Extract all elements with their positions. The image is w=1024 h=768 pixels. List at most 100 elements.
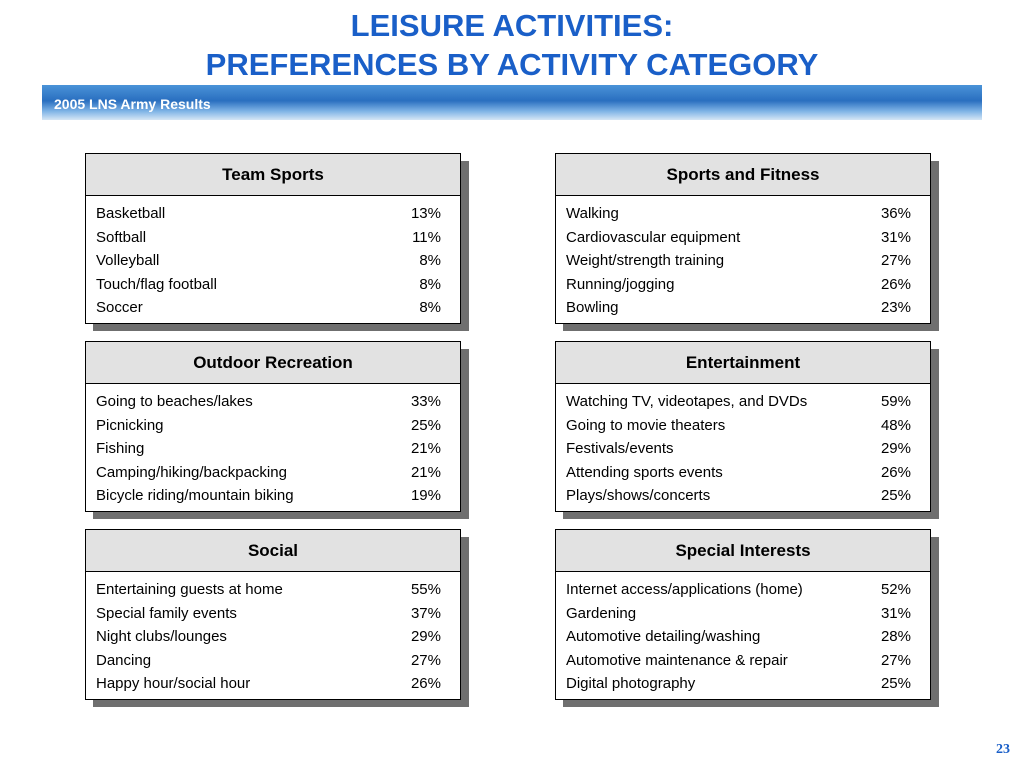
panel-header: Outdoor Recreation [86, 342, 460, 384]
item-label: Automotive maintenance & repair [566, 651, 788, 669]
panel-box: Social Entertaining guests at home 55% Sp… [85, 529, 461, 700]
list-item: Night clubs/lounges 29% [86, 626, 460, 650]
list-item: Basketball 13% [86, 203, 460, 227]
page-title: LEISURE ACTIVITIES: PREFERENCES BY ACTIV… [0, 6, 1024, 84]
item-value: 27% [880, 252, 911, 270]
panel-team-sports: Team Sports Basketball 13% Softball 11% Vo… [85, 153, 469, 331]
item-label: Festivals/events [566, 440, 674, 458]
list-item: Attending sports events 26% [556, 462, 930, 486]
panel-rows: Internet access/applications (home) 52% G… [556, 572, 930, 697]
panel-rows: Watching TV, videotapes, and DVDs 59% Goi… [556, 384, 930, 509]
panel-header: Social [86, 530, 460, 572]
item-value: 26% [880, 463, 911, 481]
item-value: 13% [410, 205, 441, 222]
list-item: Going to beaches/lakes 33% [86, 391, 460, 415]
item-label: Basketball [96, 205, 166, 222]
item-value: 48% [880, 416, 911, 434]
item-value: 19% [410, 487, 441, 505]
item-label: Bowling [566, 299, 619, 317]
list-item: Touch/flag football 8% [86, 274, 460, 298]
item-label: Touch/flag football [96, 275, 217, 293]
list-item: Special family events 37% [86, 603, 460, 627]
panel-header: Special Interests [556, 530, 930, 572]
item-label: Special family events [96, 604, 237, 622]
item-value: 11% [412, 228, 441, 246]
item-label: Softball [96, 228, 147, 246]
list-item: Running/jogging 26% [556, 274, 930, 298]
item-value: 31% [880, 228, 911, 246]
list-item: Watching TV, videotapes, and DVDs 59% [556, 391, 930, 415]
item-label: Soccer [96, 299, 143, 317]
item-label: Automotive detailing/washing [566, 628, 761, 646]
list-item: Internet access/applications (home) 52% [556, 579, 930, 603]
item-value: 8% [419, 252, 441, 270]
panel-social: Social Entertaining guests at home 55% Sp… [85, 529, 469, 707]
item-value: 28% [880, 628, 911, 646]
item-value: 26% [410, 675, 441, 693]
panel-special-interests: Special Interests Internet access/applic… [555, 529, 939, 707]
item-value: 33% [410, 393, 441, 410]
item-label: Volleyball [96, 252, 160, 270]
item-label: Internet access/applications (home) [566, 581, 803, 598]
list-item: Dancing 27% [86, 650, 460, 674]
panel-rows: Going to beaches/lakes 33% Picnicking 25% … [86, 384, 460, 509]
results-banner: 2005 LNS Army Results [42, 85, 982, 120]
list-item: Walking 36% [556, 203, 930, 227]
panel-rows: Entertaining guests at home 55% Special f… [86, 572, 460, 697]
item-value: 31% [880, 604, 911, 622]
item-label: Watching TV, videotapes, and DVDs [566, 393, 808, 410]
item-label: Weight/strength training [566, 252, 725, 270]
list-item: Festivals/events 29% [556, 438, 930, 462]
list-item: Entertaining guests at home 55% [86, 579, 460, 603]
panel-box: Outdoor Recreation Going to beaches/lake… [85, 341, 461, 512]
item-value: 27% [410, 651, 441, 669]
panel-header: Team Sports [86, 154, 460, 196]
list-item: Picnicking 25% [86, 415, 460, 439]
item-label: Going to movie theaters [566, 416, 726, 434]
item-value: 21% [410, 440, 441, 458]
page-title-line-1: LEISURE ACTIVITIES: [350, 8, 674, 43]
item-label: Camping/hiking/backpacking [96, 463, 287, 481]
item-label: Attending sports events [566, 463, 723, 481]
list-item: Camping/hiking/backpacking 21% [86, 462, 460, 486]
item-value: 52% [880, 581, 911, 598]
list-item: Fishing 21% [86, 438, 460, 462]
panel-outdoor-recreation: Outdoor Recreation Going to beaches/lake… [85, 341, 469, 519]
panel-box: Team Sports Basketball 13% Softball 11% Vo… [85, 153, 461, 324]
item-label: Running/jogging [566, 275, 675, 293]
panel-box: Special Interests Internet access/applic… [555, 529, 931, 700]
item-value: 8% [419, 275, 441, 293]
list-item: Digital photography 25% [556, 673, 930, 697]
item-label: Bicycle riding/mountain biking [96, 487, 294, 505]
item-value: 29% [880, 440, 911, 458]
page-title-line-2: PREFERENCES BY ACTIVITY CATEGORY [205, 47, 819, 82]
list-item: Gardening 31% [556, 603, 930, 627]
item-value: 36% [880, 205, 911, 222]
item-value: 55% [410, 581, 441, 598]
item-label: Cardiovascular equipment [566, 228, 741, 246]
panel-box: Entertainment Watching TV, videotapes, a… [555, 341, 931, 512]
banner-text: 2005 LNS Army Results [54, 96, 211, 112]
page-number: 23 [996, 742, 1010, 757]
list-item: Bowling 23% [556, 297, 930, 321]
list-item: Automotive detailing/washing 28% [556, 626, 930, 650]
list-item: Automotive maintenance & repair 27% [556, 650, 930, 674]
panel-sports-and-fitness: Sports and Fitness Walking 36% Cardiovasc… [555, 153, 939, 331]
item-value: 23% [880, 299, 911, 317]
panel-rows: Basketball 13% Softball 11% Volleyball 8% T… [86, 196, 460, 321]
list-item: Softball 11% [86, 227, 460, 251]
item-value: 29% [410, 628, 441, 646]
item-value: 25% [880, 487, 911, 505]
list-item: Happy hour/social hour 26% [86, 673, 460, 697]
list-item: Going to movie theaters 48% [556, 415, 930, 439]
item-label: Plays/shows/concerts [566, 487, 711, 505]
item-label: Digital photography [566, 675, 696, 693]
item-label: Going to beaches/lakes [96, 393, 253, 410]
item-value: 26% [880, 275, 911, 293]
item-label: Walking [566, 205, 619, 222]
panel-box: Sports and Fitness Walking 36% Cardiovasc… [555, 153, 931, 324]
panel-rows: Walking 36% Cardiovascular equipment 31% W… [556, 196, 930, 321]
item-label: Picnicking [96, 416, 164, 434]
item-label: Gardening [566, 604, 637, 622]
item-value: 27% [880, 651, 911, 669]
